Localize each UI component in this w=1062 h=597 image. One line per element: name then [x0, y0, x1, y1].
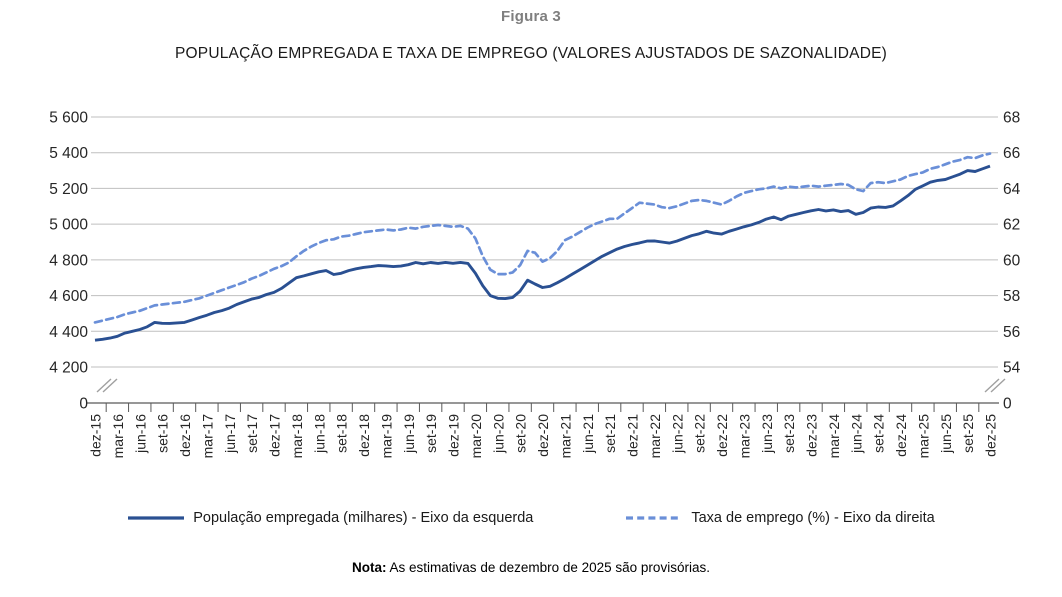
- x-axis-label: mar-18: [289, 414, 305, 459]
- x-axis-label: set-16: [155, 414, 171, 453]
- x-axis-label: set-25: [960, 414, 976, 453]
- x-axis-label: mar-21: [557, 414, 573, 459]
- x-axis-label: mar-24: [826, 414, 842, 459]
- legend-label-rate: Taxa de emprego (%) - Eixo da direita: [691, 510, 935, 526]
- x-axis-label: jun-19: [401, 414, 417, 454]
- figure-number: Figura 3: [501, 8, 561, 25]
- y-axis-label-right: 54: [1003, 360, 1021, 377]
- x-axis-label: dez-18: [356, 414, 372, 457]
- footnote: Nota: As estimativas de dezembro de 2025…: [0, 560, 1062, 575]
- x-axis-label: set-21: [602, 414, 618, 453]
- x-axis-label: set-19: [423, 414, 439, 453]
- x-axis-label: dez-19: [446, 414, 462, 457]
- x-axis-label: set-17: [244, 414, 260, 453]
- series-employment-rate-line: [93, 152, 992, 324]
- x-axis-label: jun-22: [669, 414, 685, 454]
- x-axis-label: jun-20: [490, 414, 506, 454]
- x-axis-label: jun-18: [311, 414, 327, 454]
- y-axis-label-right: 64: [1003, 181, 1021, 198]
- solid-line-swatch: [128, 516, 185, 520]
- y-axis-label-right: 56: [1003, 324, 1020, 341]
- y-axis-zero-left: 0: [79, 396, 88, 413]
- x-axis-label: mar-19: [378, 414, 394, 459]
- x-axis-label: mar-25: [915, 414, 931, 459]
- x-axis-label: mar-20: [468, 414, 484, 459]
- x-axis-label: set-22: [692, 414, 708, 453]
- axis-break-mark: [96, 378, 112, 393]
- x-axis-label: dez-23: [804, 414, 820, 457]
- y-axis-label-right: 58: [1003, 288, 1020, 305]
- figure-title: POPULAÇÃO EMPREGADA E TAXA DE EMPREGO (V…: [175, 45, 887, 62]
- y-axis-zero-right: 0: [1003, 396, 1012, 413]
- y-axis-label-left: 5 400: [49, 145, 88, 162]
- x-axis-label: jun-25: [938, 414, 954, 454]
- y-axis-label-left: 4 800: [49, 252, 88, 269]
- y-axis-label-right: 68: [1003, 110, 1020, 127]
- y-axis-label-right: 66: [1003, 145, 1020, 162]
- series-population-line: [94, 164, 991, 342]
- x-axis-label: jun-21: [580, 414, 596, 454]
- x-axis-label: dez-25: [983, 414, 999, 457]
- footnote-label: Nota:: [352, 560, 387, 575]
- legend-item-rate: Taxa de emprego (%) - Eixo da direita: [625, 510, 935, 526]
- x-axis-label: jun-23: [759, 414, 775, 454]
- x-axis-label: mar-23: [736, 414, 752, 459]
- x-axis-label: set-20: [513, 414, 529, 453]
- legend-label-population: População empregada (milhares) - Eixo da…: [193, 510, 534, 526]
- y-axis-label-left: 5 000: [49, 217, 88, 234]
- y-axis-label-right: 60: [1003, 252, 1021, 269]
- y-axis-label-left: 5 200: [49, 181, 88, 198]
- x-axis-label: set-23: [781, 414, 797, 453]
- x-axis-label: mar-17: [199, 414, 215, 459]
- legend-item-population: População empregada (milhares) - Eixo da…: [127, 510, 533, 526]
- y-axis-label-left: 4 400: [49, 324, 88, 341]
- y-axis-label-left: 4 200: [49, 360, 88, 377]
- chart-legend: População empregada (milhares) - Eixo da…: [0, 510, 1062, 526]
- x-axis-label: dez-22: [714, 414, 730, 457]
- x-axis-label: dez-17: [267, 414, 283, 457]
- y-axis-label-right: 62: [1003, 217, 1020, 234]
- axis-break-mark: [984, 378, 1000, 393]
- y-axis-label-left: 4 600: [49, 288, 88, 305]
- x-axis-label: dez-21: [625, 414, 641, 457]
- x-axis-label: dez-15: [88, 414, 104, 457]
- x-axis-label: dez-24: [893, 414, 909, 457]
- x-axis-label: set-18: [334, 414, 350, 453]
- x-axis-label: mar-22: [647, 414, 663, 459]
- x-axis-label: jun-16: [132, 414, 148, 454]
- y-axis-label-left: 5 600: [49, 110, 88, 127]
- x-axis-label: dez-16: [177, 414, 193, 457]
- x-axis-label: dez-20: [535, 414, 551, 457]
- x-axis-label: jun-24: [848, 414, 864, 454]
- x-axis-label: set-24: [871, 414, 887, 453]
- x-axis-label: mar-16: [110, 414, 126, 459]
- x-axis-label: jun-17: [222, 414, 238, 454]
- axis-break-mark: [102, 378, 118, 393]
- footnote-text: As estimativas de dezembro de 2025 são p…: [386, 560, 710, 575]
- axis-break-mark: [990, 378, 1006, 393]
- dashed-line-swatch: [626, 516, 683, 520]
